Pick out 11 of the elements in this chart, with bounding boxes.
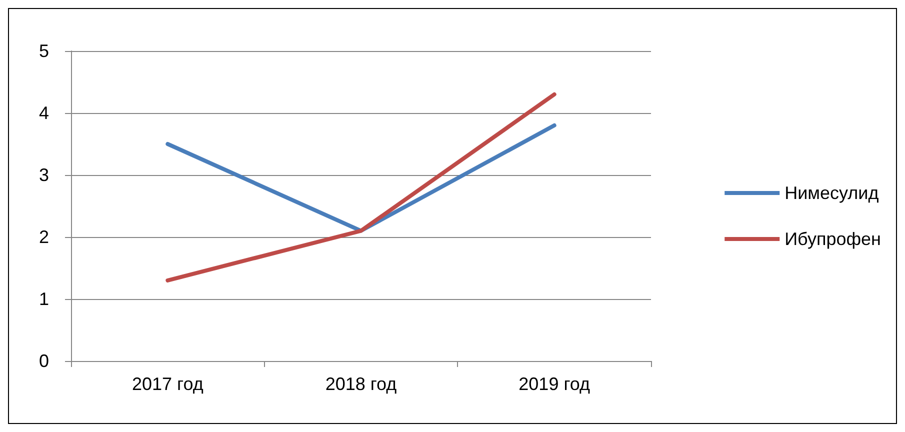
legend-label: Ибупрофен	[784, 229, 882, 249]
legend-label: Нимесулид	[784, 183, 880, 203]
y-tick-label: 2	[38, 227, 49, 247]
y-tick-label: 5	[38, 41, 49, 61]
y-tick-label: 4	[38, 103, 49, 123]
y-tick-label: 1	[38, 289, 49, 309]
y-tick-label: 3	[38, 165, 49, 185]
x-tick-label: 2018 год	[325, 374, 398, 394]
x-tick-label: 2017 год	[132, 374, 204, 394]
y-tick-label: 0	[38, 351, 49, 371]
x-tick-label: 2019 год	[518, 374, 590, 394]
